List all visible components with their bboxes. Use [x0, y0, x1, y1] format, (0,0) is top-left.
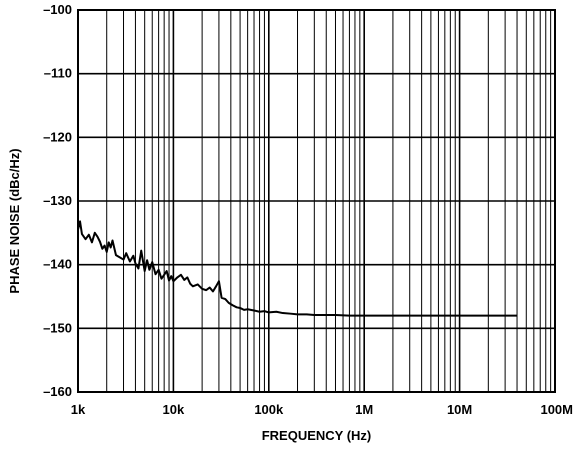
x-tick-labels: 1k 10k 100k 1M 10M 100M: [71, 402, 573, 417]
x-axis-title: FREQUENCY (Hz): [262, 428, 372, 443]
x-tick-label: 100k: [254, 402, 284, 417]
y-tick-label: –130: [43, 193, 72, 208]
y-tick-label: –110: [44, 66, 72, 81]
y-axis-title: PHASE NOISE (dBc/Hz): [7, 148, 22, 293]
series-line-0: [77, 220, 518, 317]
grid-lines: [77, 9, 555, 393]
y-tick-label: –160: [43, 384, 72, 399]
x-tick-label: 1k: [71, 402, 86, 417]
x-tick-label: 10M: [447, 402, 472, 417]
x-tick-label: 1M: [355, 402, 373, 417]
y-tick-labels: –100 –110 –120 –130 –140 –150 –160: [43, 2, 72, 399]
y-tick-label: –150: [43, 320, 72, 335]
x-tick-label: 10k: [163, 402, 185, 417]
y-tick-label: –120: [43, 129, 72, 144]
data-series: [77, 220, 518, 317]
x-tick-label: 100M: [540, 402, 573, 417]
y-tick-label: –140: [43, 257, 72, 272]
y-tick-label: –100: [43, 2, 72, 17]
plot-frame: [77, 9, 556, 393]
